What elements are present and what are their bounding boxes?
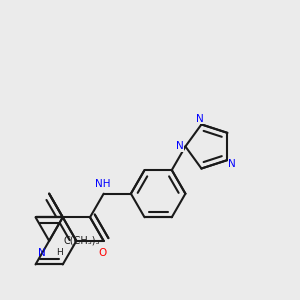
Text: C(CH₃)₃: C(CH₃)₃ — [63, 236, 100, 246]
Text: O: O — [98, 248, 107, 258]
Text: N: N — [196, 114, 203, 124]
Text: H: H — [56, 248, 62, 257]
Text: N: N — [38, 248, 46, 258]
Text: N: N — [176, 142, 184, 152]
Text: N: N — [228, 158, 236, 169]
Text: NH: NH — [95, 179, 110, 189]
